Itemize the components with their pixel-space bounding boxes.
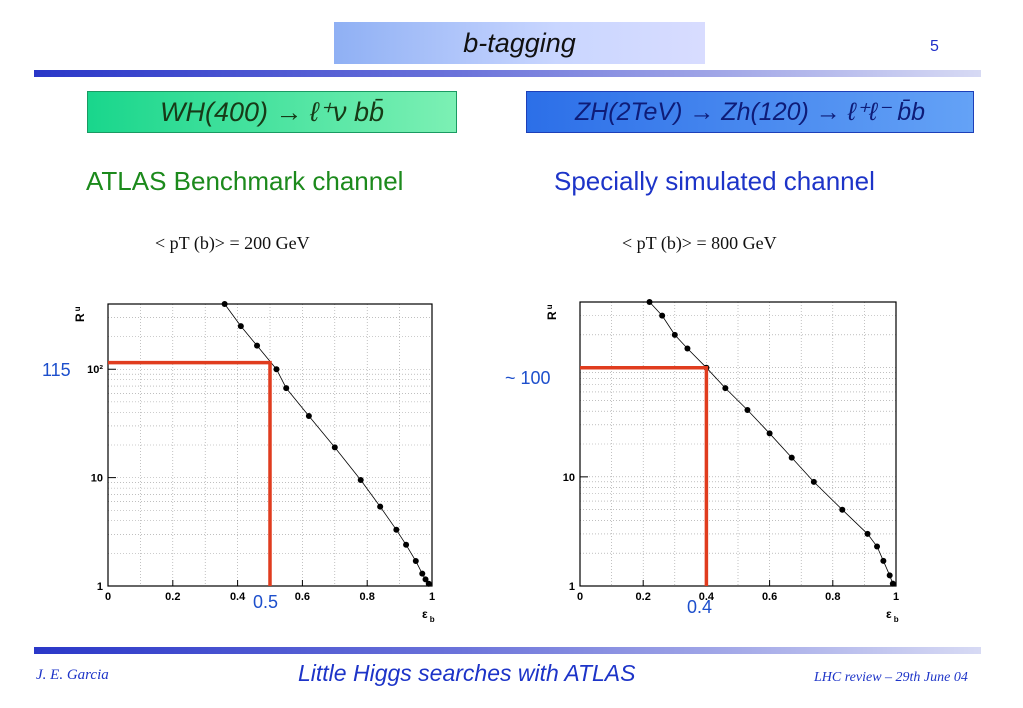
x-tick-label: 1	[429, 591, 435, 603]
data-point	[419, 570, 426, 577]
data-point	[305, 413, 312, 420]
data-point	[684, 345, 691, 352]
data-point	[880, 557, 887, 564]
data-point	[283, 385, 290, 392]
data-point	[403, 541, 410, 548]
x-tick-label: 0	[105, 591, 111, 603]
data-point	[377, 503, 384, 510]
y-axis-label: Ru	[73, 306, 87, 322]
left-efficiency-marker	[108, 360, 272, 586]
x-tick-label: 0.2	[636, 591, 651, 603]
data-point	[237, 323, 244, 330]
data-point	[422, 576, 429, 583]
footer-rule	[34, 647, 981, 654]
left-subtitle: ATLAS Benchmark channel	[86, 166, 404, 196]
left-annotation-y: 115	[42, 360, 71, 380]
left-channel-box: WH(400) → ℓ⁺ν bb̄	[87, 91, 457, 133]
right-annotation-x: 0.4	[687, 597, 713, 617]
data-point	[659, 312, 666, 319]
y-tick-label: 10	[563, 472, 575, 484]
y-axis-label-sub: u	[73, 306, 82, 311]
series-line	[649, 301, 894, 584]
data-point	[874, 543, 881, 550]
data-point	[221, 301, 228, 307]
slide-title: b-tagging	[463, 27, 576, 58]
data-point	[864, 530, 871, 537]
right-channel-box: ZH(2TeV) → Zh(120) → ℓ⁺ℓ⁻ b̄b	[526, 91, 974, 133]
right-pt-note: < pT (b)> = 800 GeV	[622, 233, 777, 253]
right-chart: 0 0.2 0.4 0.6 0.8 1 1 10 ε b Ru	[545, 299, 899, 624]
slide-title-box: b-tagging	[334, 22, 705, 64]
x-tick-label: 0	[577, 591, 583, 603]
x-axis-label-sub: b	[430, 615, 435, 624]
data-point	[744, 406, 751, 413]
x-tick-label: 0.2	[165, 591, 180, 603]
data-point	[254, 342, 261, 349]
left-pt-note: < pT (b)> = 200 GeV	[155, 233, 310, 253]
right-annotation-y: ~ 100	[505, 368, 551, 388]
data-point	[412, 558, 419, 565]
right-subtitle: Specially simulated channel	[554, 166, 875, 196]
data-point	[810, 478, 817, 485]
data-point	[886, 572, 893, 579]
left-chart: 0 0.2 0.4 0.6 0.8 1 1 10 10² ε b Ru	[73, 301, 435, 624]
data-point	[273, 366, 280, 373]
x-tick-label: 0.6	[295, 591, 310, 603]
data-point	[788, 454, 795, 461]
data-point	[722, 385, 729, 392]
data-point	[646, 299, 653, 305]
x-tick-label: 0.4	[699, 591, 715, 603]
y-tick-label: 1	[569, 581, 575, 593]
x-tick-label: 0.6	[762, 591, 777, 603]
left-annotation-x: 0.5	[253, 592, 279, 612]
footer-title: Little Higgs searches with ATLAS	[298, 660, 636, 686]
y-tick-label: 1	[97, 581, 103, 593]
data-point	[766, 430, 773, 437]
data-point	[331, 444, 338, 451]
x-tick-label: 0.8	[825, 591, 840, 603]
page-number: 5	[930, 38, 939, 55]
x-tick-label: 1	[893, 591, 899, 603]
data-point	[425, 580, 432, 587]
data-point	[671, 331, 678, 338]
footer-date: LHC review – 29th June 04	[814, 670, 968, 685]
x-tick-label: 0.4	[230, 591, 246, 603]
x-tick-label: 0.8	[360, 591, 375, 603]
y-axis-label-sub: u	[545, 304, 554, 309]
plot-frame	[579, 301, 897, 587]
right-efficiency-marker	[580, 365, 709, 586]
y-tick-label: 10	[91, 473, 103, 485]
data-point	[889, 580, 896, 587]
data-point	[393, 526, 400, 533]
data-point	[839, 506, 846, 513]
x-axis-label-sub: b	[894, 615, 899, 624]
y-axis-label: Ru	[545, 304, 559, 320]
y-tick-label: 10²	[87, 364, 103, 376]
header-rule	[34, 70, 981, 77]
data-point	[357, 477, 364, 484]
footer-author: J. E. Garcia	[36, 667, 109, 683]
